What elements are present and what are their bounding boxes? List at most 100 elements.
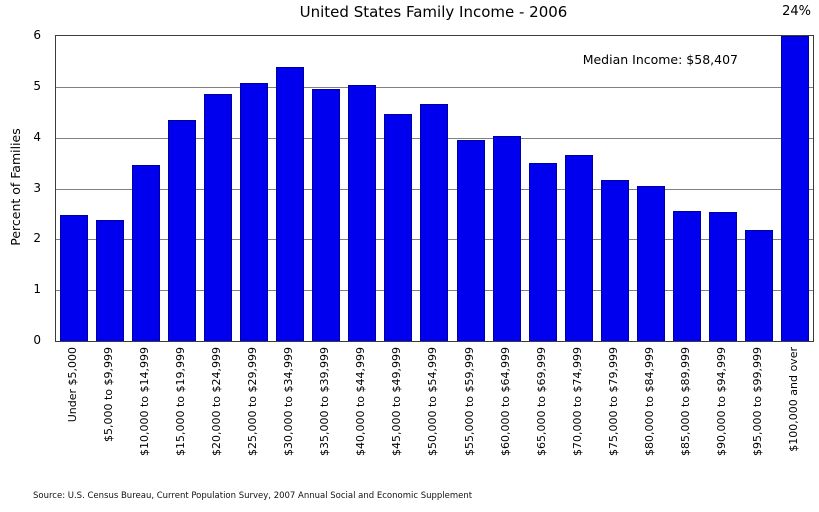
x-tick-label: $15,000 to $19,999 (174, 347, 188, 457)
bar (744, 230, 773, 341)
bar (636, 185, 665, 341)
x-tick-cell: $75,000 to $79,999 (596, 341, 632, 486)
x-tick-cell: $5,000 to $9,999 (91, 341, 127, 486)
bar-slot (272, 36, 308, 341)
plot-area: Median Income: $58,407 (55, 35, 814, 342)
bar-slot (777, 36, 813, 341)
bar (204, 94, 233, 341)
bar (60, 215, 89, 341)
x-tick-label: $10,000 to $14,999 (138, 347, 152, 457)
bar (132, 165, 161, 341)
source-note: Source: U.S. Census Bureau, Current Popu… (33, 491, 473, 501)
x-tick-label: $40,000 to $44,999 (354, 347, 368, 457)
y-tick-label: 6 (33, 28, 41, 42)
bar (312, 88, 341, 341)
x-tick-label: $70,000 to $74,999 (570, 347, 584, 457)
bar-slot (128, 36, 164, 341)
x-tick-cell: $10,000 to $14,999 (127, 341, 163, 486)
bar (456, 140, 485, 341)
bar-slot (453, 36, 489, 341)
x-tick-cell: Under $5,000 (55, 341, 91, 486)
x-tick-label: $80,000 to $84,999 (642, 347, 656, 457)
x-tick-cell: $40,000 to $44,999 (343, 341, 379, 486)
bar-slot (56, 36, 92, 341)
grid-line (56, 86, 813, 88)
bar (600, 179, 629, 341)
x-tick-label: $20,000 to $24,999 (210, 347, 224, 457)
x-tick-label: $90,000 to $94,999 (714, 347, 728, 457)
median-income-annotation: Median Income: $58,407 (582, 52, 738, 67)
bar-slot (308, 36, 344, 341)
x-tick-label: $45,000 to $49,999 (390, 347, 404, 457)
x-tick-cell: $90,000 to $94,999 (704, 341, 740, 486)
x-tick-cell: $60,000 to $64,999 (488, 341, 524, 486)
x-tick-label: $95,000 to $99,999 (750, 347, 764, 457)
x-tick-label: $65,000 to $69,999 (534, 347, 548, 457)
x-tick-cell: $15,000 to $19,999 (163, 341, 199, 486)
x-tick-label: $50,000 to $54,999 (426, 347, 440, 457)
bar (348, 84, 377, 341)
bar (528, 163, 557, 341)
bar-slot (525, 36, 561, 341)
bar-slot (561, 36, 597, 341)
x-tick-cell: $35,000 to $39,999 (307, 341, 343, 486)
bar-slot (92, 36, 128, 341)
bar-slot (344, 36, 380, 341)
x-tick-cell: $45,000 to $49,999 (379, 341, 415, 486)
y-tick-label: 4 (33, 129, 41, 144)
x-tick-label: $85,000 to $89,999 (678, 347, 692, 457)
x-tick-label: $30,000 to $34,999 (282, 347, 296, 457)
bar (672, 211, 701, 341)
y-tick-label: 3 (33, 180, 41, 195)
y-axis-tick-labels: 0 1 2 3 4 5 6 (0, 28, 48, 347)
x-tick-label: $5,000 to $9,999 (102, 347, 116, 443)
x-tick-label: $55,000 to $59,999 (462, 347, 476, 457)
x-tick-cell: $30,000 to $34,999 (271, 341, 307, 486)
y-tick-label: 5 (33, 78, 41, 93)
bar-slot (669, 36, 705, 341)
bar (780, 36, 809, 341)
bar (240, 82, 269, 341)
bar-slot (236, 36, 272, 341)
chart-title: United States Family Income - 2006 (299, 3, 568, 21)
bar-slot (597, 36, 633, 341)
bar (168, 119, 197, 341)
x-tick-cell: $80,000 to $84,999 (632, 341, 668, 486)
bar-series (56, 36, 813, 341)
bar (276, 66, 305, 341)
x-tick-label: $25,000 to $29,999 (246, 347, 260, 457)
y-tick-label: 2 (33, 231, 41, 246)
bar-slot (741, 36, 777, 341)
bar-slot (633, 36, 669, 341)
bar (492, 136, 521, 341)
x-tick-cell: $65,000 to $69,999 (524, 341, 560, 486)
y-tick-label: 0 (33, 333, 41, 347)
bar-slot (416, 36, 452, 341)
x-tick-cell: $50,000 to $54,999 (415, 341, 451, 486)
bar (384, 113, 413, 341)
x-tick-label: $75,000 to $79,999 (606, 347, 620, 457)
bar-slot (200, 36, 236, 341)
x-tick-cell: $70,000 to $74,999 (560, 341, 596, 486)
bar (96, 219, 125, 341)
bar-slot (489, 36, 525, 341)
bar-slot (705, 36, 741, 341)
bar-slot (380, 36, 416, 341)
y-tick-label: 1 (33, 282, 41, 297)
x-tick-label: $35,000 to $39,999 (318, 347, 332, 457)
bar (564, 154, 593, 341)
x-axis-tick-labels: Under $5,000 $5,000 to $9,999 $10,000 to $… (55, 341, 812, 486)
x-tick-label: Under $5,000 (65, 347, 79, 423)
bar (708, 212, 737, 341)
x-tick-cell: $100,000 and over (776, 341, 812, 486)
x-tick-cell: $55,000 to $59,999 (452, 341, 488, 486)
x-tick-cell: $20,000 to $24,999 (199, 341, 235, 486)
x-tick-cell: $85,000 to $89,999 (668, 341, 704, 486)
x-tick-cell: $25,000 to $29,999 (235, 341, 271, 486)
x-tick-label: $100,000 and over (786, 347, 800, 452)
bar (420, 103, 449, 341)
bar-slot (164, 36, 200, 341)
top-bar-value-label: 24% (782, 4, 811, 19)
x-tick-label: $60,000 to $64,999 (498, 347, 512, 457)
